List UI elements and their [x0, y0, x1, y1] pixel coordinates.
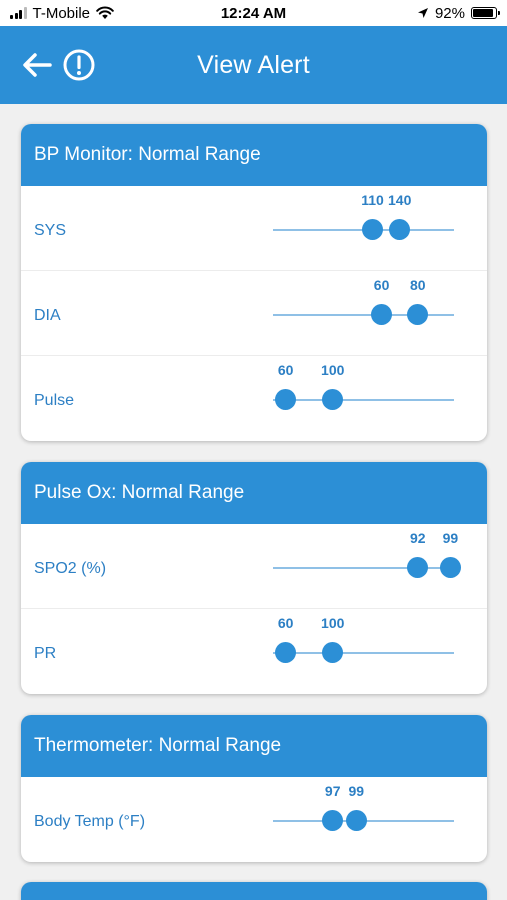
range-label: DIA	[34, 307, 61, 324]
card-title: Pulse Ox: Normal Range	[21, 462, 487, 524]
slider-thumb-high-value: 99	[442, 530, 459, 546]
status-left: T-Mobile	[10, 5, 114, 22]
range-row: SYS 110 140	[21, 186, 487, 271]
alert-content: BP Monitor: Normal Range SYS 110 140 DIA 60 80…	[0, 104, 507, 900]
status-right: 92%	[417, 4, 500, 22]
slider-thumb-high[interactable]	[345, 810, 367, 831]
range-card: Pulse Ox: Normal Range SPO2 (%) 92 99 PR 60 10…	[21, 462, 487, 694]
slider-thumb-low[interactable]	[275, 389, 297, 410]
status-bar: T-Mobile 12:24 AM 92%	[0, 0, 507, 26]
slider-thumb-high-value: 140	[388, 192, 412, 208]
slider-track	[273, 314, 454, 316]
card-title: Thermometer: Normal Range	[21, 715, 487, 777]
slider-thumb-high-value: 100	[321, 615, 345, 631]
card-header	[21, 882, 487, 900]
slider-thumb-low-value: 60	[373, 277, 390, 293]
slider-thumb-high[interactable]	[322, 389, 344, 410]
range-row: Body Temp (°F) 97 99	[21, 777, 487, 862]
range-label: Body Temp (°F)	[34, 813, 146, 830]
slider-track	[273, 567, 454, 569]
slider-thumb-high-value: 99	[348, 783, 365, 799]
range-row: DIA 60 80	[21, 271, 487, 356]
range-slider[interactable]: 60 100	[273, 615, 454, 672]
battery-icon	[471, 7, 500, 19]
range-slider[interactable]: 110 140	[273, 192, 454, 249]
range-label: PR	[34, 645, 57, 662]
slider-thumb-low-value: 60	[277, 362, 294, 378]
slider-thumb-high-value: 80	[410, 277, 426, 293]
alert-circle-icon[interactable]	[62, 48, 96, 82]
card-title: BP Monitor: Normal Range	[21, 124, 487, 186]
page-title: View Alert	[197, 50, 310, 79]
battery-percent: 92%	[434, 4, 465, 22]
slider-thumb-low-value: 97	[324, 783, 341, 799]
next-card-partial	[21, 882, 487, 900]
range-slider[interactable]: 97 99	[273, 783, 454, 840]
range-slider[interactable]: 60 100	[273, 362, 454, 419]
range-slider[interactable]: 60 80	[273, 277, 454, 334]
range-card: Thermometer: Normal Range Body Temp (°F) 9…	[21, 715, 487, 862]
slider-thumb-low-value: 110	[361, 192, 384, 208]
slider-thumb-low[interactable]	[322, 810, 344, 831]
slider-thumb-low-value: 60	[277, 615, 294, 631]
range-slider[interactable]: 92 99	[273, 530, 461, 587]
range-label: SYS	[34, 222, 67, 239]
slider-thumb-low[interactable]	[275, 642, 297, 663]
slider-thumb-low[interactable]	[371, 304, 393, 325]
slider-thumb-high[interactable]	[322, 642, 344, 663]
slider-track	[273, 399, 454, 401]
back-arrow-icon[interactable]	[20, 48, 54, 82]
slider-thumb-low[interactable]	[407, 557, 429, 578]
carrier-name: T-Mobile	[32, 4, 91, 22]
slider-track	[273, 652, 454, 654]
range-row: PR 60 100	[21, 609, 487, 694]
cell-signal-icon	[10, 7, 27, 19]
slider-thumb-high[interactable]	[439, 557, 461, 578]
slider-thumb-low-value: 92	[410, 530, 426, 546]
slider-thumb-high-value: 100	[321, 362, 345, 378]
slider-thumb-high[interactable]	[407, 304, 429, 325]
slider-thumb-high[interactable]	[389, 219, 411, 240]
range-card: BP Monitor: Normal Range SYS 110 140 DIA 60 80…	[21, 124, 487, 441]
app-header: View Alert	[0, 26, 507, 104]
location-arrow-icon	[417, 8, 428, 18]
range-label: SPO2 (%)	[34, 560, 107, 577]
range-row: Pulse 60 100	[21, 356, 487, 441]
wifi-icon	[96, 6, 114, 19]
range-label: Pulse	[34, 392, 75, 409]
range-row: SPO2 (%) 92 99	[21, 524, 487, 609]
slider-thumb-low[interactable]	[362, 219, 384, 240]
